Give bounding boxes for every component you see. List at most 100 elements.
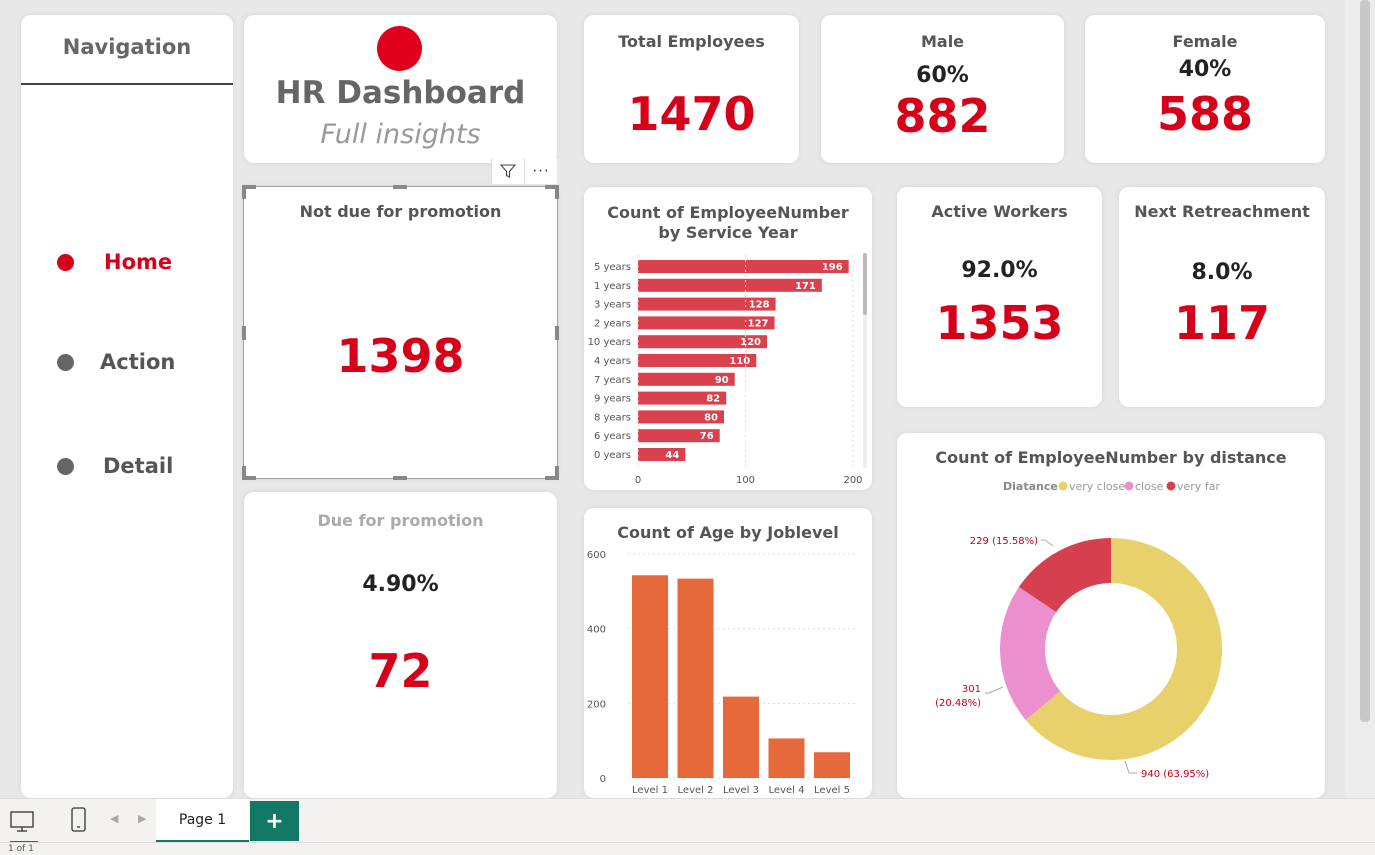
navigation-title: Navigation bbox=[62, 35, 192, 59]
chart-scroll-thumb[interactable] bbox=[863, 253, 867, 315]
service-year-bar[interactable] bbox=[638, 335, 767, 349]
detail-dot-icon bbox=[57, 457, 74, 475]
prev-page-icon[interactable]: ◀ bbox=[110, 812, 119, 825]
kpi-total-value: 1470 bbox=[627, 87, 756, 141]
service-year-tick-label: 0 years bbox=[594, 450, 631, 461]
nav-item-home[interactable]: Home bbox=[57, 250, 172, 274]
age-y-tick: 400 bbox=[587, 625, 606, 636]
donut-slice[interactable] bbox=[1018, 538, 1111, 613]
service-year-bar[interactable] bbox=[638, 316, 775, 330]
kpi-active-workers[interactable]: Active Workers 92.0% 1353 bbox=[897, 187, 1102, 407]
more-options-icon[interactable]: ··· bbox=[524, 158, 557, 184]
service-year-bar[interactable] bbox=[638, 354, 757, 367]
service-year-bar[interactable] bbox=[638, 429, 720, 443]
chart-service-year-title: Count of EmployeeNumber by Service Year bbox=[607, 203, 849, 242]
kpi-female-title: Female bbox=[1172, 32, 1238, 51]
kpi-total-title: Total Employees bbox=[618, 32, 765, 51]
chart-service-year[interactable]: Count of EmployeeNumber by Service Year … bbox=[584, 187, 872, 490]
distance-donut-chart: Diatance very close close very far 940 (63.9… bbox=[935, 480, 1222, 780]
nav-item-detail[interactable]: Detail bbox=[57, 454, 173, 478]
age-x-tick: Level 3 bbox=[723, 785, 759, 796]
kpi-female-value: 588 bbox=[1156, 87, 1254, 141]
age-x-tick: Level 1 bbox=[632, 785, 668, 796]
service-year-bar[interactable] bbox=[638, 448, 686, 461]
chart-distance[interactable]: Count of EmployeeNumber by distance Diat… bbox=[897, 433, 1325, 798]
kpi-active-pct: 92.0% bbox=[961, 258, 1038, 283]
kpi-not-due-title: Not due for promotion bbox=[299, 202, 502, 221]
kpi-retrench-value: 117 bbox=[1173, 296, 1271, 350]
service-year-bar[interactable] bbox=[638, 297, 776, 311]
legend-marker bbox=[1058, 481, 1068, 491]
mobile-layout-icon[interactable] bbox=[66, 805, 92, 835]
age-bar[interactable] bbox=[632, 575, 668, 778]
service-year-x-tick: 100 bbox=[736, 475, 755, 486]
leader-line bbox=[985, 686, 1004, 694]
service-year-data-label: 196 bbox=[822, 262, 843, 273]
service-year-bar[interactable] bbox=[638, 410, 724, 424]
kpi-due-promotion[interactable]: Due for promotion 4.90% 72 bbox=[244, 492, 557, 798]
donut-slice[interactable] bbox=[1000, 587, 1061, 721]
service-year-tick-label: 1 years bbox=[594, 281, 631, 292]
navigation-divider bbox=[21, 83, 233, 85]
service-year-data-label: 128 bbox=[749, 300, 770, 311]
kpi-female[interactable]: Female 40% 588 bbox=[1085, 15, 1325, 163]
distance-legend: Diatance very close close very far bbox=[1003, 480, 1220, 493]
legend-label[interactable]: close bbox=[1135, 480, 1164, 493]
age-y-tick: 0 bbox=[600, 774, 606, 785]
service-year-bar[interactable] bbox=[638, 278, 822, 292]
service-year-data-label: 44 bbox=[665, 450, 679, 461]
dashboard-subtitle: Full insights bbox=[320, 119, 481, 150]
age-y-tick: 200 bbox=[587, 699, 606, 710]
age-bar[interactable] bbox=[677, 578, 714, 778]
visual-header-toolbar: ··· bbox=[491, 158, 557, 184]
nav-label-detail: Detail bbox=[103, 454, 174, 478]
desktop-layout-icon[interactable] bbox=[8, 807, 38, 846]
next-page-icon[interactable]: ▶ bbox=[138, 812, 147, 825]
donut-slice[interactable] bbox=[1025, 538, 1222, 760]
service-year-tick-label: 3 years bbox=[594, 300, 631, 311]
kpi-total-employees[interactable]: Total Employees 1470 bbox=[584, 15, 799, 163]
legend-marker bbox=[1124, 481, 1134, 491]
age-bar[interactable] bbox=[768, 738, 805, 778]
service-year-tick-label: 5 years bbox=[594, 262, 631, 273]
service-year-tick-label: 2 years bbox=[594, 318, 631, 329]
service-year-bar[interactable] bbox=[638, 260, 849, 273]
kpi-female-pct: 40% bbox=[1178, 57, 1232, 82]
action-dot-icon bbox=[57, 353, 74, 371]
dashboard-title: HR Dashboard bbox=[275, 75, 526, 111]
service-year-tick-label: 7 years bbox=[594, 375, 631, 386]
service-year-data-label: 80 bbox=[704, 412, 718, 423]
legend-marker bbox=[1166, 481, 1176, 491]
kpi-male[interactable]: Male 60% 882 bbox=[821, 15, 1064, 163]
legend-label[interactable]: very far bbox=[1177, 480, 1220, 493]
service-year-data-label: 127 bbox=[748, 318, 769, 329]
nav-item-action[interactable]: Action bbox=[57, 350, 175, 374]
home-dot-icon bbox=[57, 253, 74, 271]
vertical-scrollbar[interactable] bbox=[1360, 0, 1370, 722]
chart-age-joblevel[interactable]: Count of Age by Joblevel 0 200 400 600 Level… bbox=[584, 508, 872, 798]
service-year-data-label: 120 bbox=[740, 337, 761, 348]
service-year-data-label: 82 bbox=[706, 394, 720, 405]
service-year-bar[interactable] bbox=[638, 372, 735, 386]
kpi-next-retrenchment[interactable]: Next Retreachment 8.0% 117 bbox=[1119, 187, 1325, 407]
kpi-retrench-title: Next Retreachment bbox=[1134, 202, 1310, 221]
age-bar[interactable] bbox=[814, 752, 850, 778]
service-year-bar[interactable] bbox=[638, 391, 727, 405]
chart-age-title: Count of Age by Joblevel bbox=[617, 523, 839, 542]
legend-label[interactable]: very close bbox=[1069, 480, 1125, 493]
tab-page-1[interactable]: Page 1 bbox=[156, 799, 249, 843]
age-x-tick: Level 4 bbox=[769, 785, 805, 796]
age-x-tick: Level 2 bbox=[678, 785, 714, 796]
filter-icon[interactable] bbox=[491, 158, 524, 184]
kpi-not-due-promotion[interactable]: Not due for promotion 1398 bbox=[244, 187, 557, 478]
service-year-tick-label: 10 years bbox=[588, 337, 631, 348]
kpi-active-value: 1353 bbox=[935, 296, 1064, 350]
age-bar[interactable] bbox=[723, 696, 759, 778]
age-y-tick: 600 bbox=[587, 550, 606, 561]
service-year-x-tick: 200 bbox=[843, 475, 862, 486]
service-year-tick-label: 8 years bbox=[594, 412, 631, 423]
service-year-x-tick: 0 bbox=[635, 475, 641, 486]
leader-line bbox=[1041, 539, 1054, 547]
add-page-button[interactable]: + bbox=[250, 801, 299, 841]
donut-data-label: 301 bbox=[962, 684, 981, 695]
